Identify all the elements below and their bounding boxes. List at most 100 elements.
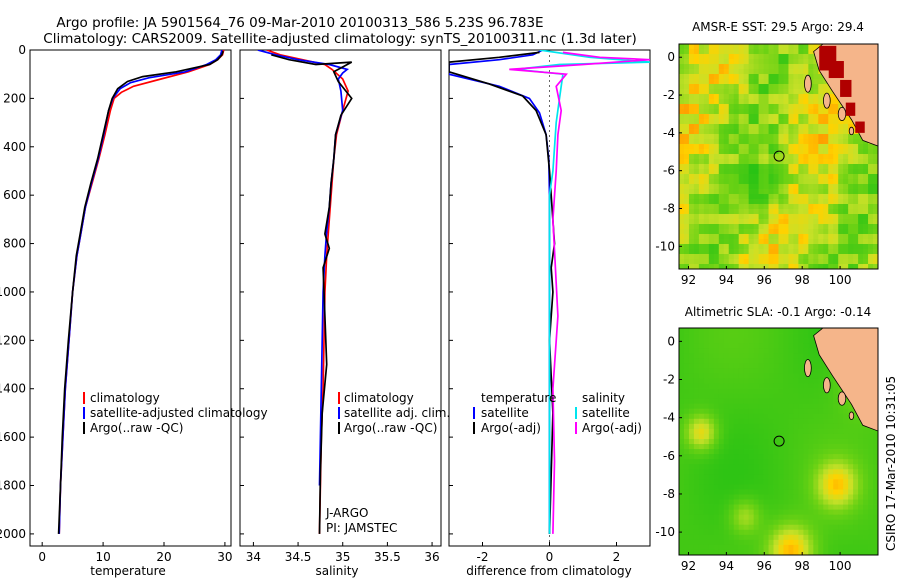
map-cell	[728, 398, 735, 405]
map-cell	[683, 124, 690, 130]
map-cell	[718, 494, 725, 500]
map-cell	[679, 519, 685, 526]
map-cell	[708, 368, 715, 374]
map-cell	[838, 388, 844, 394]
map-cell	[778, 44, 784, 50]
map-cell	[693, 348, 700, 354]
map-cell	[743, 219, 750, 225]
map-cell	[858, 524, 864, 531]
map-cell	[688, 259, 695, 265]
map-cell	[723, 509, 730, 516]
map-cell	[748, 184, 755, 190]
map-cell	[698, 209, 705, 215]
map-cell	[768, 219, 774, 225]
map-cell	[748, 423, 755, 430]
map-cell	[763, 524, 769, 531]
map-cell	[783, 244, 789, 250]
map-cell	[738, 328, 745, 334]
map-cell	[818, 189, 824, 195]
map-cell	[713, 54, 720, 60]
map-cell	[863, 244, 869, 250]
map-cell	[728, 529, 735, 536]
map-cell	[713, 328, 720, 334]
map-cell	[728, 164, 735, 170]
map-cell	[703, 343, 710, 349]
map-cell	[713, 504, 720, 510]
map-cell	[683, 144, 690, 150]
map-cell	[803, 413, 809, 420]
map-cell	[743, 449, 750, 455]
map-cell	[753, 259, 760, 265]
map-cell	[873, 504, 878, 510]
map-cell	[848, 534, 854, 541]
map-cell	[813, 264, 819, 269]
map-cell	[683, 49, 690, 55]
map-cell	[679, 189, 685, 195]
map-cell	[723, 544, 730, 551]
map-cell	[698, 509, 705, 516]
map-cell	[773, 509, 779, 516]
map-cell	[838, 209, 844, 215]
map-cell	[679, 474, 685, 480]
map-cell	[813, 433, 819, 440]
map-cell	[828, 433, 834, 440]
map-cell	[683, 403, 690, 410]
map-cell	[679, 549, 685, 555]
map-cell	[853, 264, 859, 269]
map-cell	[693, 474, 700, 480]
map-cell	[703, 119, 710, 125]
map-cell	[828, 438, 834, 445]
map-cell	[688, 49, 695, 55]
map-cell	[679, 343, 685, 349]
map-cell	[778, 499, 784, 505]
map-cell	[758, 234, 764, 240]
map-cell	[823, 413, 829, 420]
map-cell	[833, 249, 839, 255]
map-cell	[873, 204, 878, 210]
map-cell	[758, 529, 764, 536]
map-cell	[728, 159, 735, 165]
map-cell	[778, 49, 784, 55]
map-cell	[738, 338, 745, 344]
map-cell	[848, 169, 854, 175]
map-cell	[813, 504, 819, 510]
map-cell	[773, 189, 779, 195]
map-cell	[773, 264, 779, 269]
map-cell	[778, 134, 784, 140]
map-cell	[863, 174, 869, 180]
y-tick-label: 2000	[0, 527, 26, 541]
map-y-tick-label: -10	[655, 525, 675, 539]
map-cell	[833, 104, 839, 110]
map-cell	[748, 489, 755, 495]
map-cell	[843, 539, 849, 546]
map-cell	[753, 403, 760, 410]
map-cell	[813, 99, 819, 105]
map-cell	[833, 524, 839, 531]
map-cell	[858, 219, 864, 225]
map-cell	[768, 479, 774, 485]
map-cell	[833, 159, 839, 165]
map-cell	[813, 459, 819, 465]
map-cell	[818, 549, 824, 555]
map-cell	[708, 343, 715, 349]
x-tick-label: 36	[424, 550, 439, 564]
sla-map-frame	[678, 327, 879, 556]
map-cell	[763, 539, 769, 546]
map-cell	[698, 229, 705, 235]
map-cell	[758, 418, 764, 425]
map-cell	[768, 119, 774, 125]
map-cell	[713, 174, 720, 180]
map-cell	[713, 264, 720, 269]
map-cell	[768, 484, 774, 490]
map-cell	[823, 119, 829, 125]
map-cell	[818, 474, 824, 480]
map-cell	[843, 529, 849, 536]
map-cell	[773, 383, 779, 389]
map-cell	[863, 214, 869, 220]
map-cell	[838, 509, 844, 516]
map-cell	[768, 264, 774, 269]
map-cell	[823, 139, 829, 145]
map-cell	[773, 489, 779, 495]
map-cell	[713, 368, 720, 374]
map-cell	[783, 403, 789, 410]
